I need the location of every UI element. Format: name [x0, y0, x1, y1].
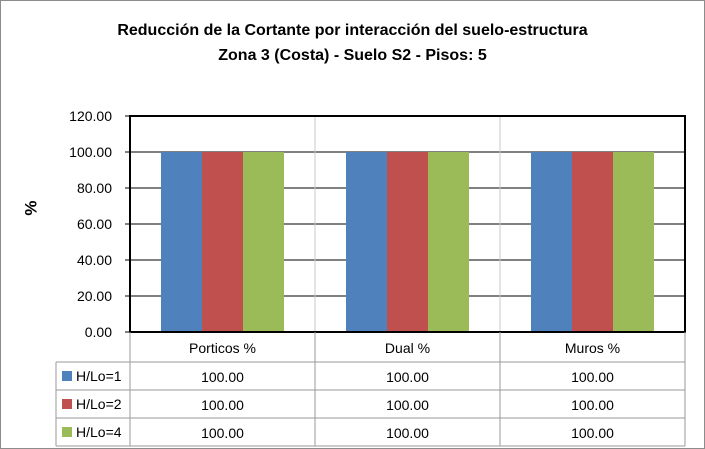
y-tick-label: 40.00: [77, 252, 112, 268]
data-label: 100.00: [201, 369, 244, 385]
bar: [572, 152, 613, 332]
data-label: 100.00: [386, 425, 429, 441]
legend-swatch: [62, 427, 72, 437]
y-tick-label: 100.00: [69, 144, 112, 160]
bar: [161, 152, 202, 332]
bar: [428, 152, 469, 332]
bar: [243, 152, 284, 332]
legend-label: H/Lo=1: [76, 368, 122, 384]
bar: [613, 152, 654, 332]
bar: [346, 152, 387, 332]
data-label: 100.00: [386, 397, 429, 413]
y-tick-label: 60.00: [77, 216, 112, 232]
data-label: 100.00: [571, 425, 614, 441]
legend-label: H/Lo=2: [76, 396, 122, 412]
x-category-label: Porticos %: [189, 340, 256, 356]
bar: [387, 152, 428, 332]
bar: [202, 152, 243, 332]
y-tick-label: 80.00: [77, 180, 112, 196]
data-label: 100.00: [571, 397, 614, 413]
y-tick-label: 20.00: [77, 288, 112, 304]
bar: [531, 152, 572, 332]
legend-label: H/Lo=4: [76, 424, 122, 440]
data-label: 100.00: [386, 369, 429, 385]
plot-area-border: [129, 115, 686, 333]
legend-swatch: [62, 399, 72, 409]
y-tick-label: 120.00: [69, 108, 112, 124]
chart-title: Reducción de la Cortante por interacción…: [117, 22, 588, 39]
data-label: 100.00: [571, 369, 614, 385]
data-label: 100.00: [201, 425, 244, 441]
legend-swatch: [62, 371, 72, 381]
chart-subtitle: Zona 3 (Costa) - Suelo S2 - Pisos: 5: [218, 47, 487, 64]
x-category-label: Dual %: [385, 340, 430, 356]
y-tick-label: 0.00: [85, 324, 112, 340]
x-category-label: Muros %: [565, 340, 620, 356]
data-label: 100.00: [201, 397, 244, 413]
